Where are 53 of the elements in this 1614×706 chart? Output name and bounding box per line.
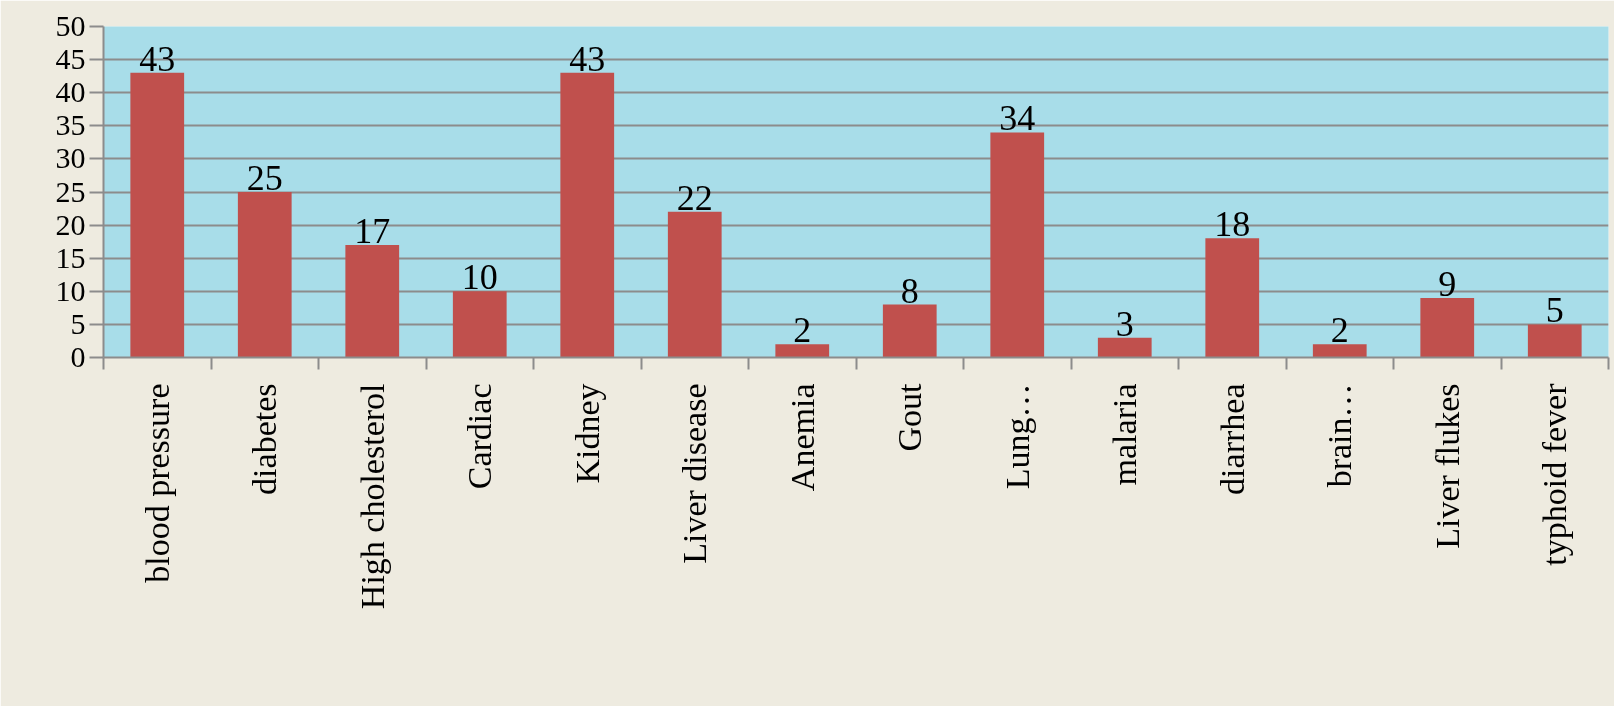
x-tick-label: diarrhea [1213,383,1251,495]
data-label: 2 [793,310,812,351]
data-label: 5 [1545,290,1564,331]
y-tick-label: 30 [55,141,86,175]
data-label: 2 [1330,310,1349,351]
y-tick-label: 10 [55,273,86,307]
y-tick-label: 35 [55,108,86,142]
x-tick-label: malaria [1106,383,1144,486]
x-tick-label: Liver disease [676,383,714,564]
bar [345,244,400,358]
x-tick-label: diabetes [246,383,284,495]
bar [1420,297,1475,358]
x-tick-label: High cholesterol [353,383,391,610]
bar [1205,238,1260,358]
x-tick-label: Kidney [568,383,606,484]
bar [1097,337,1152,358]
bar [1527,324,1582,358]
data-label: 8 [900,270,919,311]
y-tick-label: 50 [55,9,86,42]
x-tick-label: Anemia [783,383,821,492]
data-label: 18 [1214,204,1251,245]
x-tick-label: Gout [891,382,929,452]
x-tick-label: Lung… [998,383,1036,490]
x-tick-label: brain… [1321,383,1359,488]
y-tick-label: 25 [55,174,86,208]
bar [882,304,937,358]
bar [990,132,1045,358]
bar [130,72,185,358]
data-label: 22 [676,177,713,218]
data-label: 9 [1438,263,1457,304]
y-tick-label: 45 [55,42,86,76]
x-tick-label: blood pressure [138,383,176,583]
bar [452,291,507,358]
bar [1312,344,1367,358]
y-tick-label: 20 [55,207,86,241]
x-tick-label: typhoid fever [1536,382,1574,566]
y-tick-label: 15 [55,240,86,274]
data-label: 10 [461,257,498,298]
y-tick-label: 0 [70,340,86,373]
data-label: 43 [139,38,176,79]
data-label: 43 [569,38,606,79]
data-label: 34 [999,98,1036,139]
bar [237,192,292,358]
x-tick-label: Cardiac [461,383,499,490]
bar [667,211,722,358]
data-label: 25 [246,158,283,198]
y-tick-label: 5 [70,306,86,340]
bar [560,72,615,358]
data-label: 17 [354,210,391,251]
y-tick-label: 40 [55,75,86,109]
bar [775,344,830,358]
data-label: 3 [1115,303,1134,344]
x-tick-label: Liver flukes [1428,383,1466,549]
